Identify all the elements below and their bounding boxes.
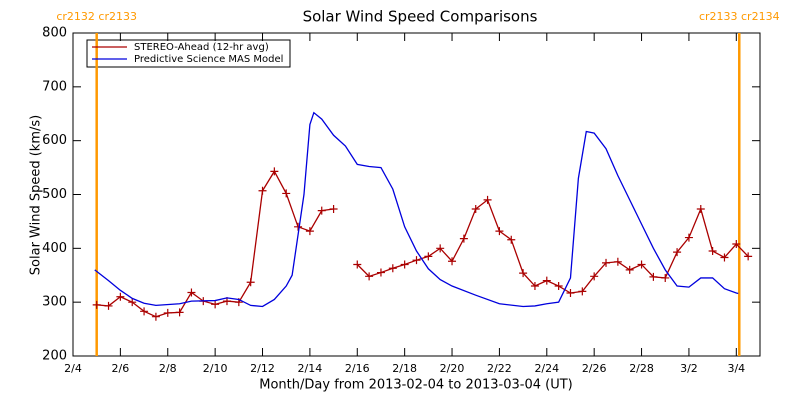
point-marker [104, 301, 113, 310]
x-tick-label: 2/4 [64, 362, 82, 375]
point-marker [507, 235, 516, 244]
point-marker [483, 195, 492, 204]
point-marker [578, 287, 587, 296]
point-marker [317, 206, 326, 215]
x-tick-label: 2/12 [250, 362, 275, 375]
x-axis-label: Month/Day from 2013-02-04 to 2013-03-04 … [259, 378, 572, 393]
point-marker [365, 272, 374, 281]
point-marker [602, 258, 611, 267]
point-marker [590, 272, 599, 281]
point-marker [708, 247, 717, 256]
point-marker [151, 312, 160, 321]
point-marker [530, 282, 539, 291]
x-tick-label: 2/16 [345, 362, 370, 375]
point-marker [305, 227, 314, 236]
point-marker [175, 308, 184, 317]
x-tick-label: 2/28 [629, 362, 654, 375]
point-marker [436, 244, 445, 253]
point-marker [566, 289, 575, 298]
carrington-label: cr2133 cr2134 [699, 10, 780, 23]
point-marker [294, 222, 303, 231]
x-tick-label: 2/8 [159, 362, 177, 375]
point-marker [696, 205, 705, 214]
point-marker [163, 308, 172, 317]
legend-label: Predictive Science MAS Model [134, 54, 283, 65]
y-tick-label: 600 [42, 133, 67, 148]
point-marker [424, 252, 433, 261]
x-tick-label: 2/26 [582, 362, 607, 375]
x-tick-label: 2/14 [298, 362, 323, 375]
point-marker [625, 265, 634, 274]
point-marker [388, 264, 397, 273]
point-marker [673, 248, 682, 257]
point-marker [246, 278, 255, 287]
x-tick-label: 2/20 [440, 362, 465, 375]
legend-label: STEREO-Ahead (12-hr avg) [134, 42, 269, 53]
point-marker [744, 252, 753, 261]
point-marker [187, 288, 196, 297]
point-marker [412, 256, 421, 265]
point-marker [140, 307, 149, 316]
x-tick-label: 3/2 [680, 362, 698, 375]
y-tick-label: 300 [42, 295, 67, 310]
point-marker [519, 269, 528, 278]
x-tick-label: 2/24 [534, 362, 559, 375]
y-tick-label: 400 [42, 241, 67, 256]
point-marker [211, 300, 220, 309]
point-marker [613, 257, 622, 266]
point-marker [329, 205, 338, 214]
x-tick-label: 2/10 [203, 362, 228, 375]
point-marker [353, 260, 362, 269]
point-marker [637, 260, 646, 269]
legend-box [86, 39, 291, 68]
x-tick-label: 2/18 [392, 362, 417, 375]
carrington-label: cr2132 cr2133 [56, 10, 137, 23]
point-marker [554, 282, 563, 291]
point-marker [400, 260, 409, 269]
x-tick-label: 2/6 [112, 362, 130, 375]
point-marker [732, 240, 741, 249]
point-marker [459, 234, 468, 243]
point-marker [282, 189, 291, 198]
point-marker [116, 292, 125, 301]
point-marker [92, 300, 101, 309]
point-marker [542, 276, 551, 285]
point-marker [270, 167, 279, 176]
y-tick-label: 200 [42, 349, 67, 364]
point-marker [495, 227, 504, 236]
y-tick-label: 800 [42, 26, 67, 41]
y-axis-label: Solar Wind Speed (km/s) [29, 115, 44, 275]
point-marker [376, 268, 385, 277]
point-marker [128, 298, 137, 307]
point-marker [258, 186, 267, 195]
point-marker [684, 233, 693, 242]
y-tick-label: 500 [42, 187, 67, 202]
series-line [94, 111, 739, 308]
x-tick-label: 3/4 [727, 362, 745, 375]
point-marker [649, 272, 658, 281]
chart-title: Solar Wind Speed Comparisons [303, 8, 538, 26]
y-tick-label: 700 [42, 79, 67, 94]
point-marker [720, 253, 729, 262]
point-marker [448, 257, 457, 266]
point-marker [661, 273, 670, 282]
x-tick-label: 2/22 [487, 362, 512, 375]
point-marker [471, 205, 480, 214]
